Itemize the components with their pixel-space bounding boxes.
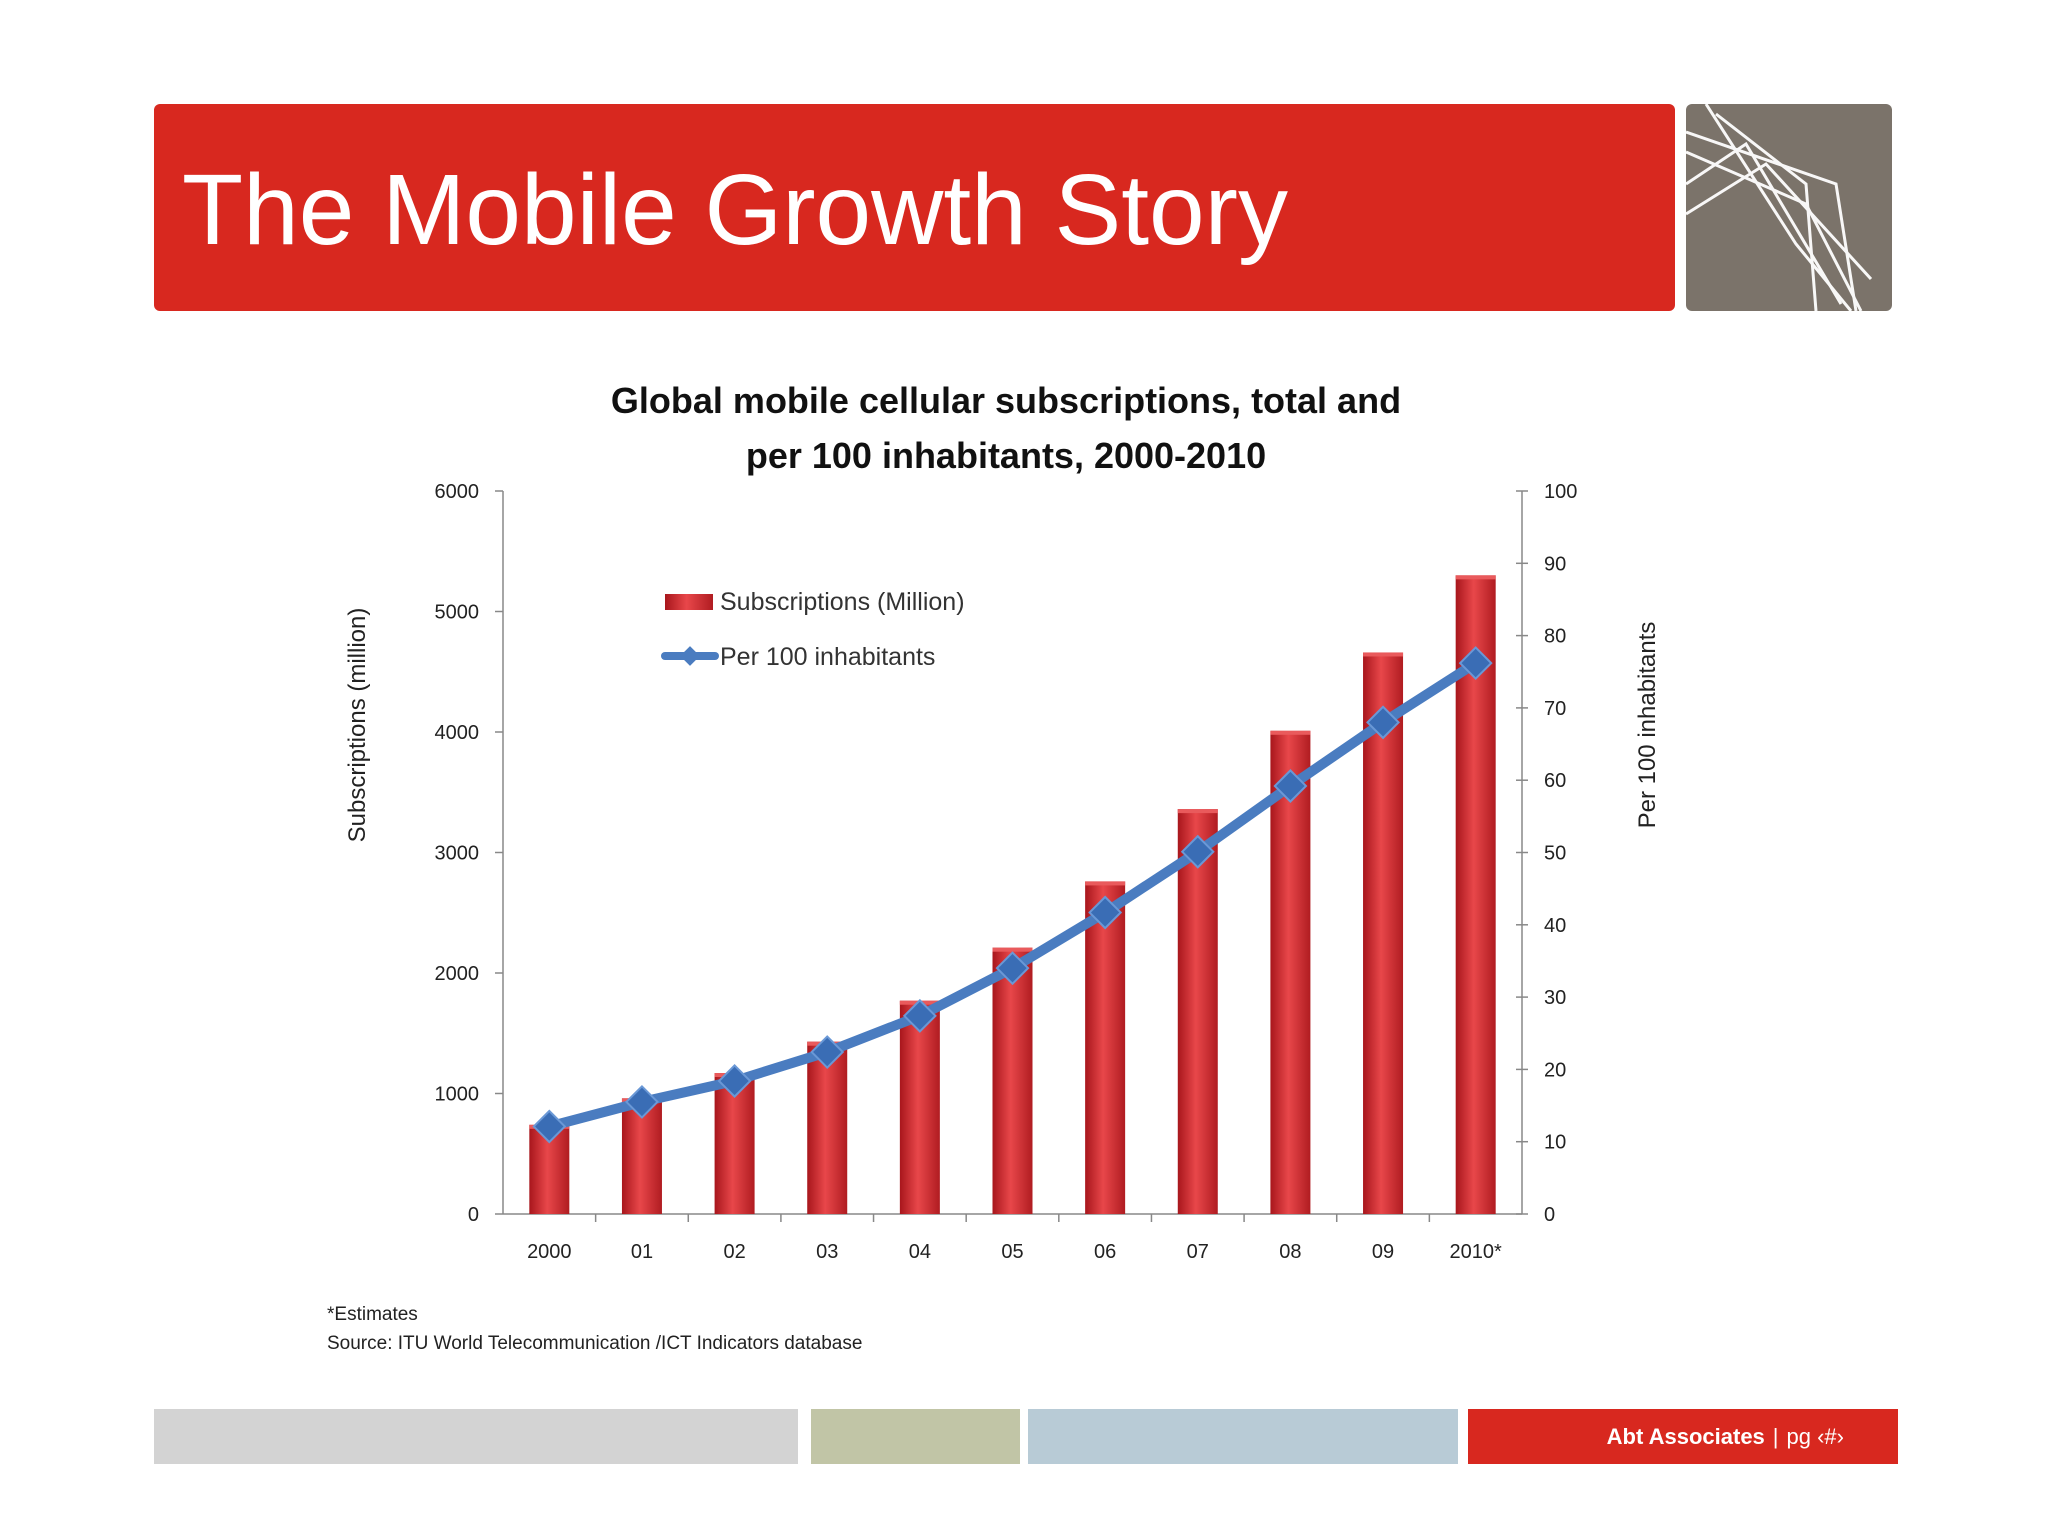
x-tick-label: 06: [1094, 1241, 1116, 1263]
line-point: [1458, 646, 1493, 681]
footer-brand: Abt Associates: [1606, 1424, 1765, 1449]
x-tick-label: 09: [1372, 1241, 1394, 1263]
y-left-tick-label: 4000: [435, 722, 480, 744]
note-estimates: *Estimates: [327, 1304, 418, 1325]
line-point: [1273, 769, 1308, 803]
y-right-tick-label: 0: [1544, 1204, 1555, 1226]
bar-series: [529, 575, 1496, 1214]
x-tick-label: 03: [816, 1241, 838, 1263]
slide-title: The Mobile Growth Story: [182, 154, 1288, 266]
legend-bar-swatch: [665, 594, 713, 610]
y-right-tick-label: 70: [1544, 698, 1566, 720]
footer-gray-segment: [154, 1409, 798, 1464]
x-tick-label: 2000: [527, 1241, 572, 1263]
bar: [899, 1000, 940, 1214]
y-left-axis-label: Subscriptions (million): [344, 608, 371, 843]
line-point: [1366, 705, 1401, 740]
chart-title-line-1: Global mobile cellular subscriptions, to…: [611, 380, 1401, 421]
logo-icon: [1686, 104, 1892, 311]
line-point: [902, 998, 937, 1033]
y-left-tick-label: 6000: [435, 481, 480, 503]
y-right-tick-label: 100: [1544, 481, 1577, 503]
x-tick-label: 2010*: [1450, 1241, 1502, 1263]
line-point: [995, 951, 1030, 986]
bar-cap: [1455, 575, 1496, 580]
y-right-tick-label: 60: [1544, 770, 1566, 792]
title-bar: The Mobile Growth Story: [154, 104, 1675, 311]
bar-cap: [1177, 809, 1218, 814]
x-tick-label: 02: [723, 1241, 745, 1263]
bar: [1455, 575, 1496, 1214]
line-series: [532, 646, 1493, 1144]
y-left-tick-label: 5000: [435, 602, 480, 624]
x-tick-labels: 2000 01 02 03 04 05 06 07 08 09 2010*: [527, 1241, 1502, 1263]
legend: Subscriptions (Million) Per 100 inhabita…: [661, 588, 965, 671]
bar: [1270, 730, 1311, 1214]
x-tick-label: 05: [1001, 1241, 1023, 1263]
y-right-tick-label: 50: [1544, 843, 1566, 865]
bar: [1085, 881, 1126, 1214]
bar: [807, 1041, 848, 1214]
y-right-tick-label: 10: [1544, 1132, 1566, 1154]
x-tick-label: 08: [1279, 1241, 1301, 1263]
bar-cap: [1363, 652, 1404, 657]
x-tick-label: 07: [1187, 1241, 1209, 1263]
y-left-tick-label: 0: [468, 1204, 479, 1226]
line-point: [1180, 834, 1215, 869]
line-point: [810, 1035, 845, 1070]
y-left-tick-label: 2000: [435, 963, 480, 985]
legend-bar-label: Subscriptions (Million): [720, 588, 965, 616]
footer-blue-segment: [1028, 1409, 1458, 1464]
bar-cap: [1085, 881, 1126, 886]
y-right-tick-label: 90: [1544, 553, 1566, 575]
bar-cap: [1270, 730, 1311, 735]
line-point: [1088, 895, 1123, 930]
y-left-tick-label: 1000: [435, 1084, 480, 1106]
bar: [992, 947, 1033, 1214]
x-tick-label: 01: [631, 1241, 653, 1263]
bar: [1363, 652, 1404, 1214]
footer-text: Abt Associates | pg ‹#›: [1607, 1423, 1844, 1451]
y-left-tick-label: 3000: [435, 843, 480, 865]
note-source: Source: ITU World Telecommunication /ICT…: [327, 1333, 862, 1354]
y-right-tick-label: 20: [1544, 1059, 1566, 1081]
y-right-axis-label: Per 100 inhabitants: [1634, 622, 1661, 829]
footer-page-number: pg ‹#›: [1786, 1424, 1844, 1449]
footer-red-segment: Abt Associates | pg ‹#›: [1468, 1409, 1898, 1464]
chart-title-line-2: per 100 inhabitants, 2000-2010: [746, 435, 1266, 476]
footer-separator: |: [1772, 1424, 1779, 1449]
y-right-tick-label: 30: [1544, 987, 1566, 1009]
combo-chart: Global mobile cellular subscriptions, to…: [327, 380, 1661, 1354]
legend-line-marker: [680, 646, 700, 666]
y-right-tick-label: 40: [1544, 915, 1566, 937]
chart-container: Global mobile cellular subscriptions, to…: [300, 370, 1700, 1370]
axes: 0 1000 2000 3000 4000 5000 6000 0 10 20 30 40 50 60 70…: [435, 481, 1578, 1226]
y-right-tick-label: 80: [1544, 626, 1566, 648]
legend-line-label: Per 100 inhabitants: [720, 643, 935, 671]
bar: [1177, 809, 1218, 1214]
x-tick-label: 04: [909, 1241, 931, 1263]
bar-cap: [992, 947, 1033, 952]
line-point: [532, 1109, 567, 1144]
line-point: [717, 1063, 752, 1098]
footer-olive-segment: [811, 1409, 1020, 1464]
line-point: [624, 1084, 659, 1119]
logo-lines-icon: [1686, 104, 1873, 311]
